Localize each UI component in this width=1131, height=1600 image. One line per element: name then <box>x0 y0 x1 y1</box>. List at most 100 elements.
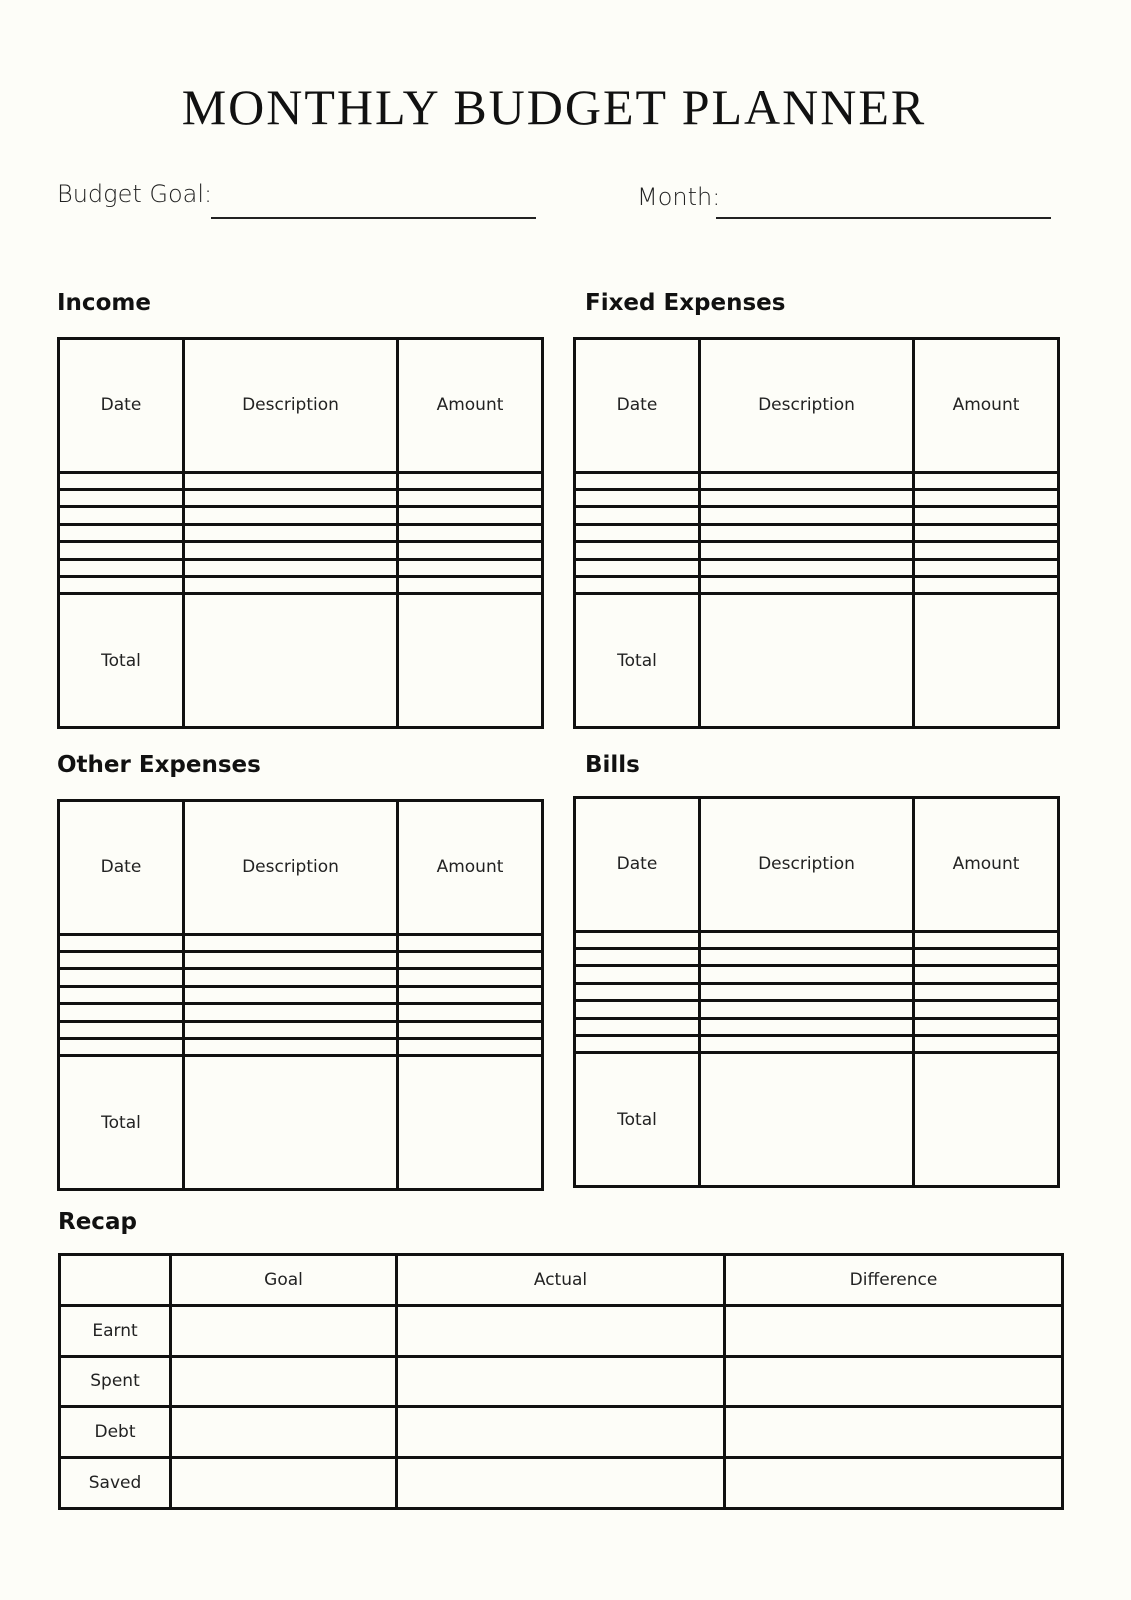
description-cell[interactable] <box>182 557 399 579</box>
amount-cell[interactable] <box>396 487 544 509</box>
description-cell[interactable] <box>182 967 399 988</box>
debt-goal-cell[interactable] <box>169 1405 398 1460</box>
amount-cell[interactable] <box>912 470 1060 491</box>
total-description-cell[interactable] <box>698 1051 915 1188</box>
description-cell[interactable] <box>698 964 915 985</box>
amount-cell[interactable] <box>396 984 544 1006</box>
amount-cell[interactable] <box>912 999 1060 1020</box>
description-cell[interactable] <box>698 929 915 950</box>
description-cell[interactable] <box>698 505 915 526</box>
description-cell[interactable] <box>698 999 915 1020</box>
date-cell[interactable] <box>57 470 185 491</box>
date-cell[interactable] <box>57 574 185 596</box>
saved-actual-cell[interactable] <box>395 1456 726 1510</box>
amount-cell[interactable] <box>396 1019 544 1041</box>
month-input-line[interactable] <box>716 217 1051 219</box>
description-cell[interactable] <box>698 540 915 561</box>
amount-cell[interactable] <box>912 522 1060 544</box>
amount-cell[interactable] <box>396 540 544 561</box>
amount-cell[interactable] <box>912 964 1060 985</box>
amount-cell[interactable] <box>912 1016 1060 1038</box>
description-cell[interactable] <box>698 1016 915 1038</box>
date-cell[interactable] <box>573 964 701 985</box>
amount-cell[interactable] <box>912 540 1060 561</box>
date-cell[interactable] <box>573 540 701 561</box>
amount-cell[interactable] <box>396 505 544 526</box>
date-cell[interactable] <box>573 929 701 950</box>
amount-cell[interactable] <box>396 470 544 491</box>
amount-cell[interactable] <box>396 932 544 953</box>
description-cell[interactable] <box>182 932 399 953</box>
amount-cell[interactable] <box>396 1036 544 1058</box>
date-cell[interactable] <box>57 984 185 1006</box>
spent-goal-cell[interactable] <box>169 1354 398 1409</box>
amount-cell[interactable] <box>912 929 1060 950</box>
date-cell[interactable] <box>57 967 185 988</box>
description-cell[interactable] <box>698 557 915 579</box>
amount-cell[interactable] <box>912 981 1060 1003</box>
amount-cell[interactable] <box>396 557 544 579</box>
description-cell[interactable] <box>182 1002 399 1023</box>
description-cell[interactable] <box>182 540 399 561</box>
date-cell[interactable] <box>57 1019 185 1041</box>
amount-cell[interactable] <box>912 1033 1060 1055</box>
total-amount-cell[interactable] <box>396 1054 544 1191</box>
earnt-goal-cell[interactable] <box>169 1303 398 1358</box>
description-cell[interactable] <box>698 487 915 509</box>
saved-difference-cell[interactable] <box>723 1456 1064 1510</box>
date-cell[interactable] <box>57 505 185 526</box>
description-cell[interactable] <box>698 522 915 544</box>
date-cell[interactable] <box>57 522 185 544</box>
description-cell[interactable] <box>698 1033 915 1055</box>
amount-cell[interactable] <box>912 557 1060 579</box>
description-cell[interactable] <box>182 1036 399 1058</box>
description-cell[interactable] <box>698 946 915 968</box>
debt-difference-cell[interactable] <box>723 1405 1064 1460</box>
date-cell[interactable] <box>573 505 701 526</box>
earnt-difference-cell[interactable] <box>723 1303 1064 1358</box>
total-amount-cell[interactable] <box>396 592 544 729</box>
description-cell[interactable] <box>182 949 399 971</box>
debt-actual-cell[interactable] <box>395 1405 726 1460</box>
total-description-cell[interactable] <box>182 592 399 729</box>
amount-cell[interactable] <box>396 967 544 988</box>
date-cell[interactable] <box>573 1033 701 1055</box>
description-cell[interactable] <box>182 1019 399 1041</box>
total-description-cell[interactable] <box>182 1054 399 1191</box>
total-amount-cell[interactable] <box>912 1051 1060 1188</box>
amount-cell[interactable] <box>912 574 1060 596</box>
total-amount-cell[interactable] <box>912 592 1060 729</box>
description-cell[interactable] <box>698 574 915 596</box>
date-cell[interactable] <box>57 1002 185 1023</box>
date-cell[interactable] <box>57 540 185 561</box>
date-cell[interactable] <box>573 574 701 596</box>
spent-actual-cell[interactable] <box>395 1354 726 1409</box>
description-cell[interactable] <box>698 981 915 1003</box>
date-cell[interactable] <box>573 999 701 1020</box>
date-cell[interactable] <box>573 981 701 1003</box>
date-cell[interactable] <box>573 946 701 968</box>
description-cell[interactable] <box>182 574 399 596</box>
description-cell[interactable] <box>182 984 399 1006</box>
date-cell[interactable] <box>573 522 701 544</box>
amount-cell[interactable] <box>396 1002 544 1023</box>
budget-goal-input-line[interactable] <box>211 217 536 219</box>
date-cell[interactable] <box>57 932 185 953</box>
date-cell[interactable] <box>57 1036 185 1058</box>
description-cell[interactable] <box>698 470 915 491</box>
amount-cell[interactable] <box>912 505 1060 526</box>
date-cell[interactable] <box>57 487 185 509</box>
spent-difference-cell[interactable] <box>723 1354 1064 1409</box>
amount-cell[interactable] <box>912 487 1060 509</box>
description-cell[interactable] <box>182 470 399 491</box>
amount-cell[interactable] <box>396 522 544 544</box>
amount-cell[interactable] <box>912 946 1060 968</box>
date-cell[interactable] <box>573 557 701 579</box>
saved-goal-cell[interactable] <box>169 1456 398 1510</box>
amount-cell[interactable] <box>396 574 544 596</box>
description-cell[interactable] <box>182 522 399 544</box>
date-cell[interactable] <box>573 1016 701 1038</box>
total-description-cell[interactable] <box>698 592 915 729</box>
description-cell[interactable] <box>182 505 399 526</box>
amount-cell[interactable] <box>396 949 544 971</box>
